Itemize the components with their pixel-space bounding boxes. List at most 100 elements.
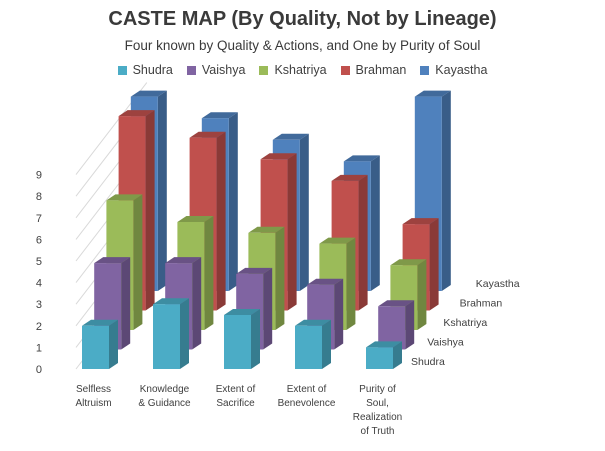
bar-vaishya-3-top — [307, 278, 344, 285]
y-tick-label: 2 — [36, 321, 42, 333]
x-category-label-line: Selfless — [76, 384, 111, 395]
x-category-label: Extent of Sacrifice — [216, 384, 256, 409]
legend: Shudra Vaishya Kshatriya Brahman Kayasth… — [0, 63, 605, 77]
x-category-label-line: Knowledge — [140, 384, 190, 395]
y-tick-label: 8 — [36, 191, 42, 203]
y-tick-label: 6 — [36, 234, 42, 246]
bar-kayastha-0-top — [130, 90, 167, 97]
bar-brahman-1-side — [216, 131, 226, 311]
y-tick-label: 5 — [36, 256, 42, 268]
bar-shudra-2-side — [251, 309, 260, 369]
bar-shudra-4-top — [366, 341, 402, 348]
bar-shudra-4 — [366, 347, 393, 369]
x-category-label-line: of Truth — [361, 426, 395, 437]
bar-vaishya-0-side — [121, 257, 131, 350]
bar-kayastha-4-side — [441, 90, 451, 291]
bar-kshatriya-4-top — [390, 259, 427, 266]
x-category-label: Purity of Soul, Realization of Truth — [353, 384, 402, 437]
bar-brahman-0-top — [118, 110, 155, 117]
legend-swatch-kshatriya — [259, 65, 269, 75]
x-category-label-line: Sacrifice — [216, 398, 255, 409]
bar-kayastha-3-side — [370, 155, 380, 291]
x-category-label-line: Altruism — [75, 398, 111, 409]
x-category-label-line: & Guidance — [138, 398, 191, 409]
bar-shudra-3-top — [295, 319, 331, 326]
x-category-label-line: Soul, — [366, 398, 389, 409]
x-category-label: Extent of Benevolence — [278, 384, 336, 409]
bar-kshatriya-0-side — [133, 194, 143, 330]
bar-kshatriya-1-side — [204, 216, 214, 330]
legend-item-vaishya: Vaishya — [186, 63, 245, 77]
bar-brahman-4-top — [402, 218, 439, 225]
legend-swatch-kayastha — [420, 65, 430, 75]
legend-item-brahman: Brahman — [340, 63, 407, 77]
bar-kayastha-2-top — [272, 133, 309, 140]
x-category-label-line: Extent of — [287, 384, 327, 395]
bar-kayastha-4-top — [414, 90, 451, 97]
bar-vaishya-4-side — [405, 300, 415, 350]
depth-label-vaishya: Vaishya — [427, 337, 464, 349]
bar-kayastha-3-top — [343, 155, 380, 162]
depth-label-kayastha: Kayastha — [476, 278, 520, 290]
x-category-label: Selfless Altruism — [75, 384, 111, 409]
bar-vaishya-1-side — [192, 257, 202, 350]
bar-shudra-2 — [224, 315, 251, 369]
bar-brahman-3-top — [331, 174, 368, 181]
y-tick-label: 7 — [36, 213, 42, 225]
x-category-label-line: Benevolence — [278, 398, 336, 409]
bar-shudra-3 — [295, 325, 322, 369]
x-category-label: Knowledge & Guidance — [138, 384, 191, 409]
legend-item-kayastha: Kayastha — [420, 63, 487, 77]
bar-kayastha-1-top — [201, 112, 238, 119]
depth-label-shudra: Shudra — [411, 356, 445, 368]
chart-title: CASTE MAP (By Quality, Not by Lineage) — [108, 8, 497, 30]
depth-label-brahman: Brahman — [460, 298, 503, 310]
bar-kshatriya-2-top — [248, 226, 285, 233]
legend-label-shudra: Shudra — [132, 63, 173, 77]
legend-swatch-vaishya — [186, 65, 196, 75]
bar-kayastha-0-side — [157, 90, 167, 291]
y-tick-label: 1 — [36, 342, 42, 354]
x-category-label-line: Extent of — [216, 384, 256, 395]
y-tick-label: 4 — [36, 278, 42, 290]
bar-vaishya-4-top — [378, 300, 415, 307]
chart-subtitle: Four known by Quality & Actions, and One… — [124, 38, 481, 53]
legend-item-shudra: Shudra — [117, 63, 173, 77]
y-tick-label: 3 — [36, 299, 42, 311]
bar-kshatriya-2-side — [275, 226, 285, 330]
legend-label-kayastha: Kayastha — [435, 63, 488, 77]
bar-shudra-4-side — [393, 341, 402, 369]
legend-item-kshatriya: Kshatriya — [259, 63, 327, 77]
bar-vaishya-1-top — [165, 257, 202, 264]
depth-label-kshatriya: Kshatriya — [443, 317, 487, 329]
bar-shudra-0 — [82, 325, 109, 369]
bar-kshatriya-0-top — [106, 194, 143, 201]
bar-brahman-0-side — [145, 110, 155, 311]
bar-shudra-1-side — [180, 298, 189, 369]
bar-shudra-0-side — [109, 319, 118, 369]
x-category-label-line: Purity of — [359, 384, 396, 395]
bar-shudra-1-top — [153, 298, 189, 305]
bar-vaishya-2-top — [236, 267, 273, 274]
bar-brahman-2-top — [260, 153, 297, 160]
bar-shudra-2-top — [224, 309, 260, 315]
bar-kshatriya-4-side — [417, 259, 427, 330]
bar-brahman-3-side — [358, 174, 368, 311]
bar-vaishya-0-top — [94, 257, 131, 264]
bar-kayastha-1-side — [228, 112, 238, 291]
x-category-label-line: Realization — [353, 412, 402, 423]
bar-vaishya-2-side — [263, 267, 273, 350]
y-tick-label: 0 — [36, 364, 42, 376]
bar-kshatriya-1-top — [177, 216, 214, 222]
bar-brahman-1-top — [189, 131, 226, 138]
bar-brahman-2-side — [287, 153, 297, 311]
bar-shudra-0-top — [82, 319, 118, 326]
bar-kshatriya-3-side — [346, 237, 356, 330]
y-tick-label: 9 — [36, 170, 42, 182]
bar-shudra-1 — [153, 304, 180, 369]
legend-label-brahman: Brahman — [355, 63, 407, 77]
legend-label-kshatriya: Kshatriya — [274, 63, 327, 77]
bar-kshatriya-3-top — [319, 237, 356, 244]
legend-swatch-shudra — [117, 65, 127, 75]
